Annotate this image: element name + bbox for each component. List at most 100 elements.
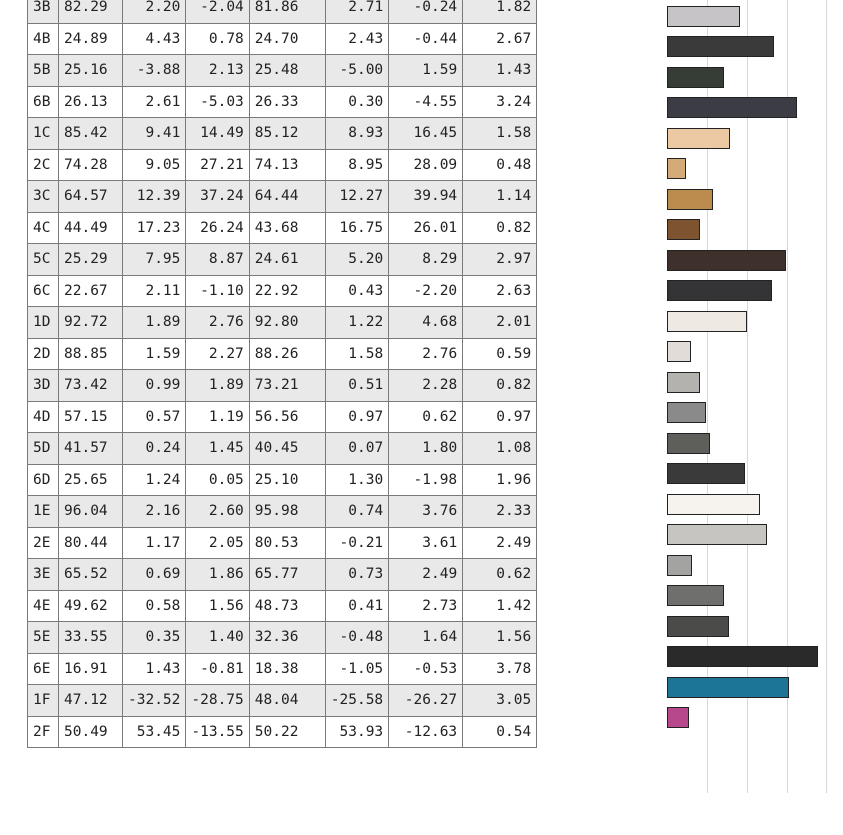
table-row: 6B 26.13 2.61 -5.03 26.33 0.30 -4.55 3.24 (27, 85, 538, 118)
value-cell-6: 3.76 (388, 495, 464, 528)
value-cell-5: -25.58 (324, 684, 390, 717)
value-cell-1: 96.04 (58, 495, 123, 528)
value-cell-3: 26.24 (185, 211, 250, 244)
value-cell-3: 1.45 (185, 432, 250, 465)
table-body: 3B 82.29 2.20 -2.04 81.86 2.71 -0.24 1.82 4B 24.8… (27, 0, 538, 748)
swatch-bar (667, 158, 687, 180)
table-row: 6E 16.91 1.43 -0.81 18.38 -1.05 -0.53 3.78 (27, 652, 538, 685)
patch-id-cell: 3D (27, 369, 59, 402)
value-cell-4: 64.44 (248, 180, 326, 213)
grid-line (747, 0, 748, 793)
value-cell-2: 9.41 (121, 117, 187, 150)
value-cell-4: 48.73 (248, 589, 326, 622)
table-row: 1D 92.72 1.89 2.76 92.80 1.22 4.68 2.01 (27, 306, 538, 339)
swatch-bar (667, 310, 748, 332)
value-cell-4: 26.33 (248, 85, 326, 118)
value-cell-4: 24.61 (248, 243, 326, 276)
patch-id-cell: 3E (27, 558, 59, 591)
value-cell-7: 1.96 (462, 463, 538, 496)
value-cell-5: 53.93 (324, 715, 390, 748)
patch-id-cell: 4B (27, 22, 59, 55)
value-cell-4: 74.13 (248, 148, 326, 181)
table-row: 2E 80.44 1.17 2.05 80.53 -0.21 3.61 2.49 (27, 526, 538, 559)
patch-id-cell: 2C (27, 148, 59, 181)
value-cell-6: 8.29 (388, 243, 464, 276)
table-row: 4C 44.49 17.23 26.24 43.68 16.75 26.01 0.82 (27, 211, 538, 244)
table-row: 5B 25.16 -3.88 2.13 25.48 -5.00 1.59 1.43 (27, 54, 538, 87)
value-cell-1: 22.67 (58, 274, 123, 307)
value-cell-4: 22.92 (248, 274, 326, 307)
patch-id-cell: 5D (27, 432, 59, 465)
value-cell-7: 1.58 (462, 117, 538, 150)
patch-id-cell: 4E (27, 589, 59, 622)
swatch-bar (667, 249, 786, 271)
value-cell-2: 1.24 (121, 463, 187, 496)
value-cell-7: 0.97 (462, 400, 538, 433)
value-cell-4: 56.56 (248, 400, 326, 433)
value-cell-1: 82.29 (58, 0, 123, 24)
value-cell-5: 0.73 (324, 558, 390, 591)
value-cell-2: 53.45 (121, 715, 187, 748)
value-cell-6: -0.44 (388, 22, 464, 55)
swatch-bar (667, 219, 700, 241)
value-cell-4: 80.53 (248, 526, 326, 559)
value-cell-7: 1.82 (462, 0, 538, 24)
swatch-bar (667, 66, 725, 88)
grid-line (826, 0, 827, 793)
value-cell-2: 2.61 (121, 85, 187, 118)
value-cell-2: 2.20 (121, 0, 187, 24)
patch-id-cell: 1C (27, 117, 59, 150)
value-cell-2: 0.58 (121, 589, 187, 622)
value-cell-5: 0.41 (324, 589, 390, 622)
value-cell-7: 1.14 (462, 180, 538, 213)
value-cell-3: -28.75 (185, 684, 250, 717)
value-cell-4: 73.21 (248, 369, 326, 402)
bar-grid (667, 0, 827, 793)
patch-id-cell: 2E (27, 526, 59, 559)
table-row: 1C 85.42 9.41 14.49 85.12 8.93 16.45 1.58 (27, 117, 538, 150)
swatch-bar (667, 188, 713, 210)
value-cell-7: 0.82 (462, 211, 538, 244)
patch-id-cell: 4D (27, 400, 59, 433)
value-cell-4: 50.22 (248, 715, 326, 748)
swatch-bar (667, 127, 731, 149)
value-cell-6: 2.76 (388, 337, 464, 370)
patch-id-cell: 3B (27, 0, 59, 24)
value-cell-6: 26.01 (388, 211, 464, 244)
value-cell-6: -12.63 (388, 715, 464, 748)
value-cell-6: -26.27 (388, 684, 464, 717)
value-cell-1: 88.85 (58, 337, 123, 370)
patch-id-cell: 3C (27, 180, 59, 213)
swatch-bar (667, 402, 706, 424)
value-cell-3: 1.86 (185, 558, 250, 591)
swatch-bar (667, 463, 746, 485)
value-cell-6: 1.64 (388, 621, 464, 654)
table-row: 3B 82.29 2.20 -2.04 81.86 2.71 -0.24 1.82 (27, 0, 538, 24)
patch-id-cell: 1E (27, 495, 59, 528)
value-cell-6: -0.53 (388, 652, 464, 685)
value-cell-2: 17.23 (121, 211, 187, 244)
value-cell-7: 3.24 (462, 85, 538, 118)
value-cell-1: 16.91 (58, 652, 123, 685)
value-cell-5: 8.93 (324, 117, 390, 150)
swatch-bar (667, 97, 797, 119)
value-cell-3: 14.49 (185, 117, 250, 150)
value-cell-1: 41.57 (58, 432, 123, 465)
table-row: 6D 25.65 1.24 0.05 25.10 1.30 -1.98 1.96 (27, 463, 538, 496)
table-row: 4D 57.15 0.57 1.19 56.56 0.97 0.62 0.97 (27, 400, 538, 433)
value-cell-3: -2.04 (185, 0, 250, 24)
grid-line (707, 0, 708, 793)
value-cell-6: 4.68 (388, 306, 464, 339)
swatch-bar (667, 646, 819, 668)
value-cell-5: 1.22 (324, 306, 390, 339)
table-row: 3D 73.42 0.99 1.89 73.21 0.51 2.28 0.82 (27, 369, 538, 402)
value-cell-6: 2.28 (388, 369, 464, 402)
value-cell-5: 2.43 (324, 22, 390, 55)
value-cell-2: 1.17 (121, 526, 187, 559)
table-row: 5D 41.57 0.24 1.45 40.45 0.07 1.80 1.08 (27, 432, 538, 465)
value-cell-3: 2.60 (185, 495, 250, 528)
value-cell-6: 1.59 (388, 54, 464, 87)
value-cell-4: 88.26 (248, 337, 326, 370)
value-cell-7: 3.05 (462, 684, 538, 717)
